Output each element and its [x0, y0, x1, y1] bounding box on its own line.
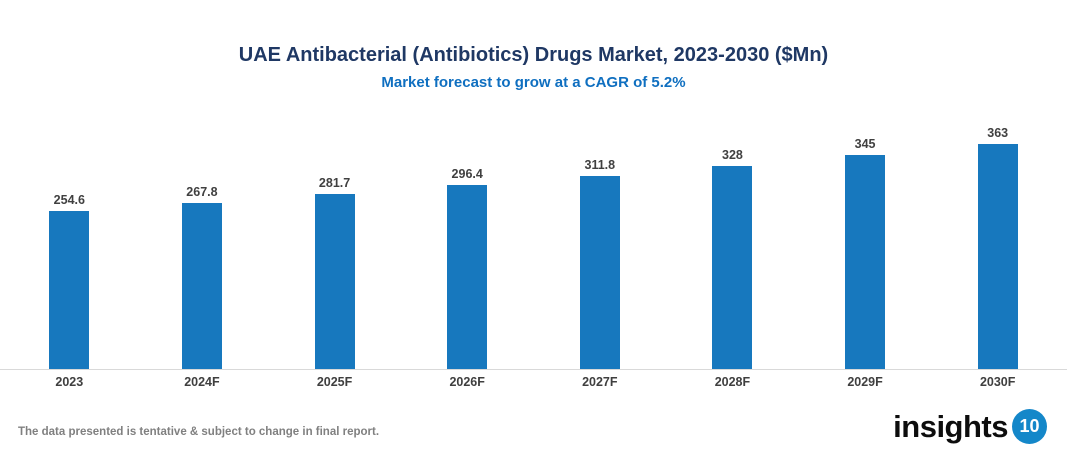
footer-note: The data presented is tentative & subjec…	[18, 426, 380, 438]
x-axis-label: 2024F	[184, 375, 220, 389]
chart-footer: The data presented is tentative & subjec…	[18, 409, 1047, 444]
bar-column: 281.7	[268, 125, 401, 369]
bar-value-label: 254.6	[53, 193, 85, 208]
x-axis-label: 2028F	[714, 375, 751, 389]
bar	[845, 155, 886, 369]
bar-column: 267.8	[136, 125, 269, 369]
x-axis-label: 2023	[55, 375, 84, 389]
bar	[977, 144, 1018, 369]
bar	[447, 185, 488, 369]
bar-column: 296.4	[401, 125, 534, 369]
insights10-logo: insights 10	[893, 409, 1047, 444]
bar-value-label: 281.7	[318, 176, 351, 191]
x-axis-label: 2027F	[582, 375, 618, 389]
bar	[579, 175, 620, 369]
x-axis-label: 2026F	[449, 375, 485, 389]
page-title: UAE Antibacterial (Antibiotics) Drugs Ma…	[238, 44, 829, 66]
bar-value-label: 345	[854, 137, 876, 152]
chart-header: UAE Antibacterial (Antibiotics) Drugs Ma…	[0, 0, 1067, 91]
bar-column: 254.6	[3, 125, 136, 369]
bar-value-label: 267.8	[186, 185, 218, 199]
bar-value-label: 296.4	[451, 167, 483, 182]
logo-badge: 10	[1012, 409, 1047, 444]
bar-value-label: 363	[987, 126, 1009, 140]
bar-value-label: 328	[722, 147, 743, 162]
page-subtitle: Market forecast to grow at a CAGR of 5.2…	[381, 74, 686, 91]
bar-column: 328	[666, 125, 799, 369]
bar-column: 345	[799, 125, 932, 369]
bar	[181, 203, 222, 369]
bar-column: 363	[931, 125, 1064, 369]
x-axis-label: 2025F	[316, 375, 353, 389]
bar-column: 311.8	[534, 125, 667, 369]
plot-area: 254.6 267.8 281.7 296.4 311.8 328 345 36…	[0, 125, 1067, 369]
bar	[49, 211, 90, 369]
logo-text: insights	[893, 409, 1008, 444]
bar-chart: 254.6 267.8 281.7 296.4 311.8 328 345 36…	[0, 125, 1067, 389]
bar	[314, 194, 355, 369]
bar	[712, 165, 753, 369]
x-axis-label: 2029F	[847, 375, 883, 389]
x-axis-label: 2030F	[979, 375, 1016, 389]
x-axis-labels: 2023 2024F 2025F 2026F 2027F 2028F 2029F…	[0, 370, 1067, 389]
bar-value-label: 311.8	[584, 157, 616, 172]
x-axis-line	[0, 369, 1067, 370]
